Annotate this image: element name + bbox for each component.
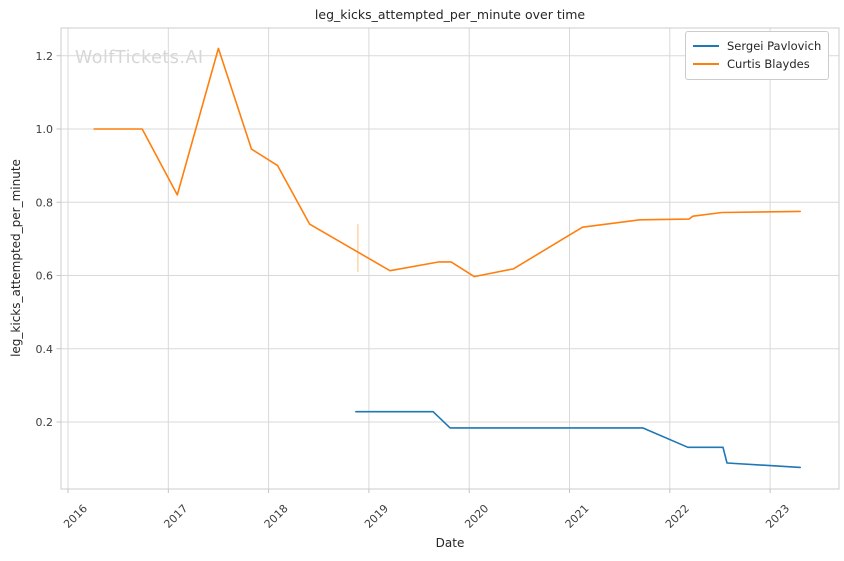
x-tick-label: 2019 [362, 502, 391, 531]
x-tick-label: 2018 [262, 502, 291, 531]
legend-item: Curtis Blaydes [693, 55, 820, 73]
y-tick-label: 0.4 [36, 343, 54, 356]
x-tick-label: 2022 [663, 502, 692, 531]
series-line-curtis-blaydes [93, 47, 802, 278]
legend-item: Sergei Pavlovich [693, 37, 822, 55]
y-tick-label: 1.0 [36, 123, 54, 136]
legend-line-sample [693, 63, 719, 65]
chart-title: leg_kicks_attempted_per_minute over time [314, 7, 586, 22]
legend-label: Curtis Blaydes [727, 57, 810, 71]
x-tick-label: 2020 [462, 502, 491, 531]
x-tick-label: 2017 [161, 502, 190, 531]
legend-line-sample [693, 45, 719, 47]
plot-border [60, 27, 840, 490]
y-tick-label: 0.8 [36, 196, 54, 209]
x-axis-label: Date [435, 536, 465, 550]
x-tick-label: 2023 [763, 502, 792, 531]
series-line-sergei-pavlovich [355, 410, 802, 469]
x-tick-label: 2021 [563, 502, 592, 531]
y-tick-label: 0.2 [36, 416, 54, 429]
legend-label: Sergei Pavlovich [727, 39, 822, 53]
y-tick-label: 0.6 [36, 270, 54, 283]
watermark: WolfTickets.AI [75, 48, 204, 68]
legend: Sergei Pavlovich Curtis Blaydes [685, 31, 829, 80]
x-tick-label: 2016 [61, 502, 90, 531]
y-axis-label: leg_kicks_attempted_per_minute [9, 159, 23, 357]
y-tick-label: 1.2 [36, 50, 54, 63]
